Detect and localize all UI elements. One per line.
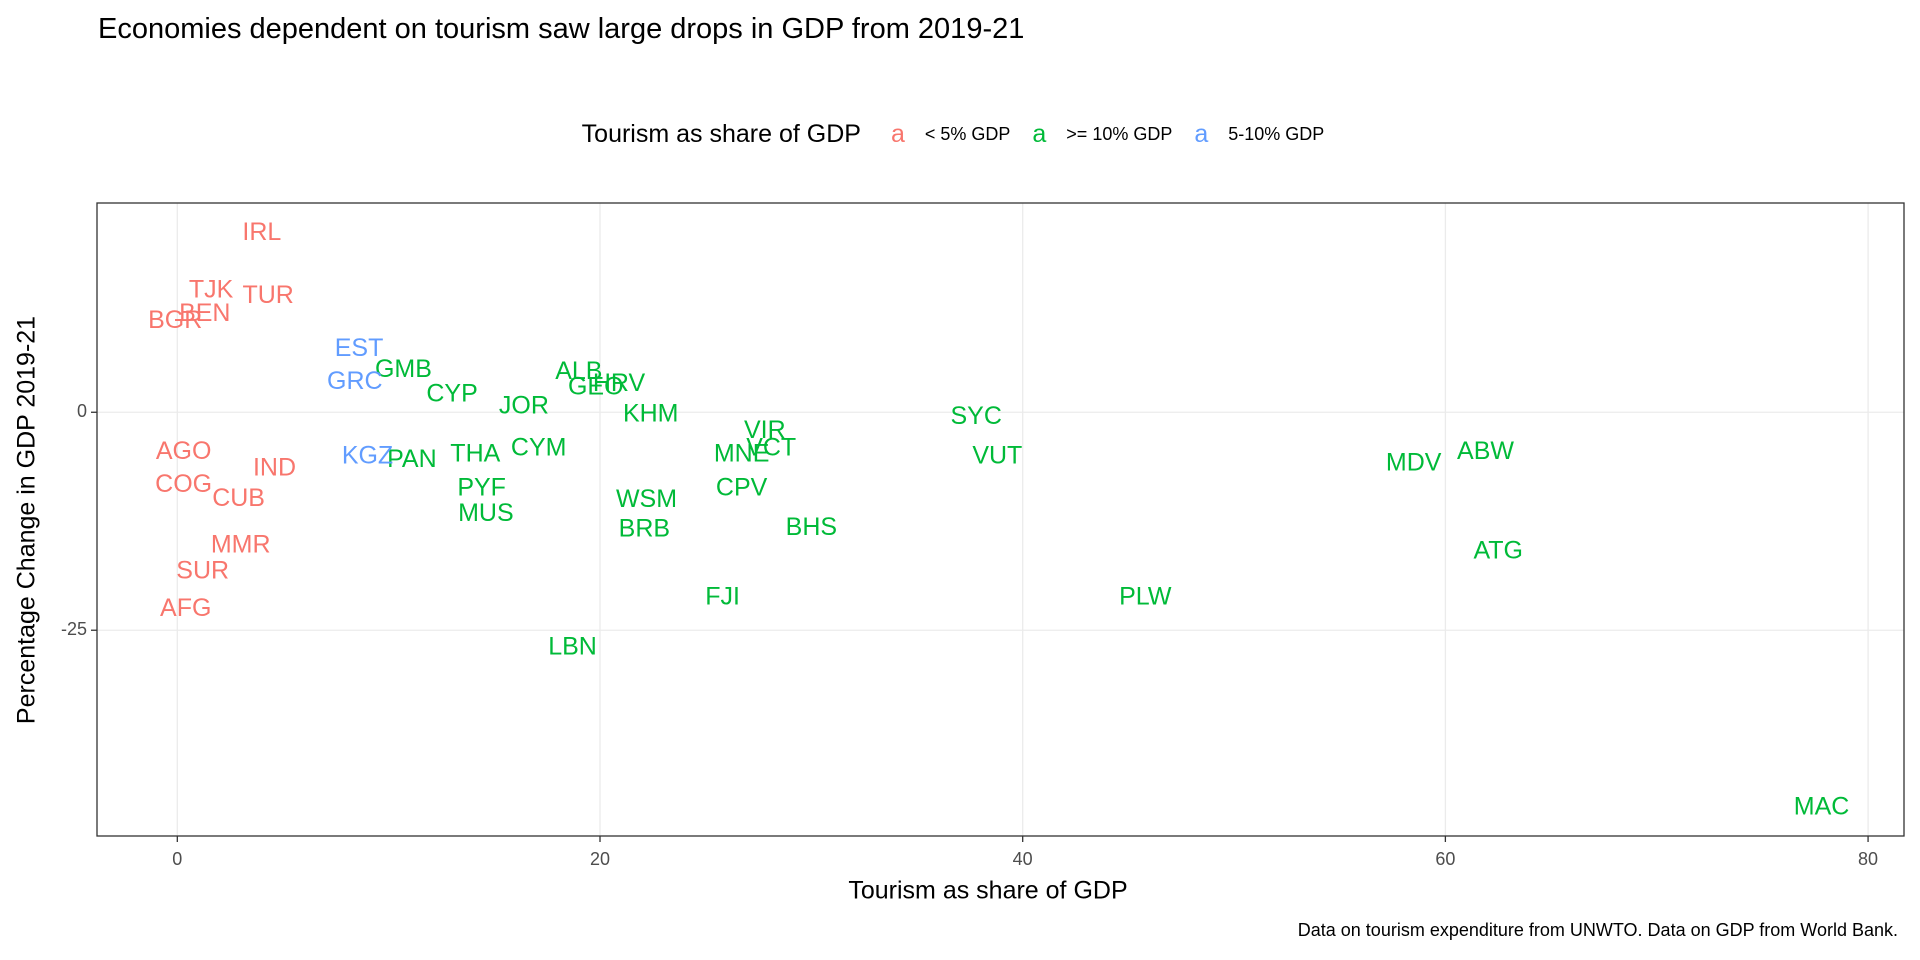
legend-key: a (890, 120, 905, 148)
point-label: VIR (744, 416, 786, 444)
point-label: ALB (555, 357, 602, 385)
point-label: IRL (242, 218, 281, 246)
point-label: MDV (1386, 448, 1442, 476)
point-label: MUS (458, 499, 514, 527)
point-label: WSM (616, 485, 677, 513)
point-label: BGR (148, 306, 202, 334)
point-label: KHM (623, 399, 679, 427)
point-label: PYF (457, 474, 506, 502)
point-label: HRV (593, 369, 646, 397)
x-tick-label: 40 (1013, 849, 1033, 869)
x-tick-label: 60 (1435, 849, 1455, 869)
point-label: CUB (212, 484, 265, 512)
chart-title: Economies dependent on tourism saw large… (98, 13, 1025, 45)
point-label: TJK (189, 276, 234, 304)
point-label: AGO (156, 437, 212, 465)
point-label: CYP (426, 379, 477, 407)
point-label: EST (335, 334, 384, 362)
point-label: ABW (1457, 437, 1514, 465)
point-label: CPV (716, 474, 768, 502)
point-label: VCT (746, 433, 796, 461)
point-label: FJI (705, 583, 740, 611)
point-label: BHS (786, 513, 837, 541)
point-label: BRB (619, 515, 670, 543)
point-label: GRC (327, 367, 383, 395)
point-label: BEN (179, 299, 230, 327)
point-label: AFG (160, 594, 211, 622)
caption: Data on tourism expenditure from UNWTO. … (1297, 920, 1898, 940)
legend-title: Tourism as share of GDP (581, 120, 861, 148)
point-label: GMB (375, 355, 432, 383)
plot-border (96, 202, 1905, 837)
point-label: IND (253, 454, 296, 482)
point-label: THA (450, 440, 500, 468)
x-axis-title: Tourism as share of GDP (848, 877, 1127, 905)
legend-key: a (1032, 120, 1047, 148)
legend-key: a (1194, 120, 1209, 148)
point-label: TUR (242, 281, 293, 309)
x-tick-label: 0 (172, 849, 182, 869)
point-label: MAC (1794, 793, 1850, 821)
point-label: CYM (511, 433, 567, 461)
legend-label: >= 10% GDP (1066, 124, 1173, 144)
point-label: KGZ (342, 441, 393, 469)
point-label: PAN (387, 445, 437, 473)
y-tick-label: 0 (77, 401, 87, 421)
point-label: VUT (972, 441, 1022, 469)
y-axis-title: Percentage Change in GDP 2019-21 (13, 316, 41, 724)
plot-panel (97, 203, 1904, 836)
y-tick-label: -25 (61, 619, 87, 639)
point-label: SUR (176, 556, 229, 584)
legend-label: 5-10% GDP (1228, 124, 1325, 144)
point-label: SYC (950, 402, 1001, 430)
point-label: PLW (1119, 583, 1172, 611)
point-label: GEO (568, 372, 624, 400)
legend-label: < 5% GDP (924, 124, 1011, 144)
grid (97, 203, 1904, 836)
point-label: ATG (1473, 536, 1523, 564)
legend: Tourism as share of GDP a < 5% GDP a >= 10%… (0, 120, 1920, 149)
axes: 0 20 40 60 80 -25 0 (61, 401, 1878, 869)
point-label: COG (155, 470, 212, 498)
point-label: JOR (499, 392, 549, 420)
point-label: LBN (548, 632, 597, 660)
point-label: MNE (714, 440, 770, 468)
x-tick-label: 80 (1858, 849, 1878, 869)
point-label: MMR (211, 530, 271, 558)
x-tick-label: 20 (590, 849, 610, 869)
